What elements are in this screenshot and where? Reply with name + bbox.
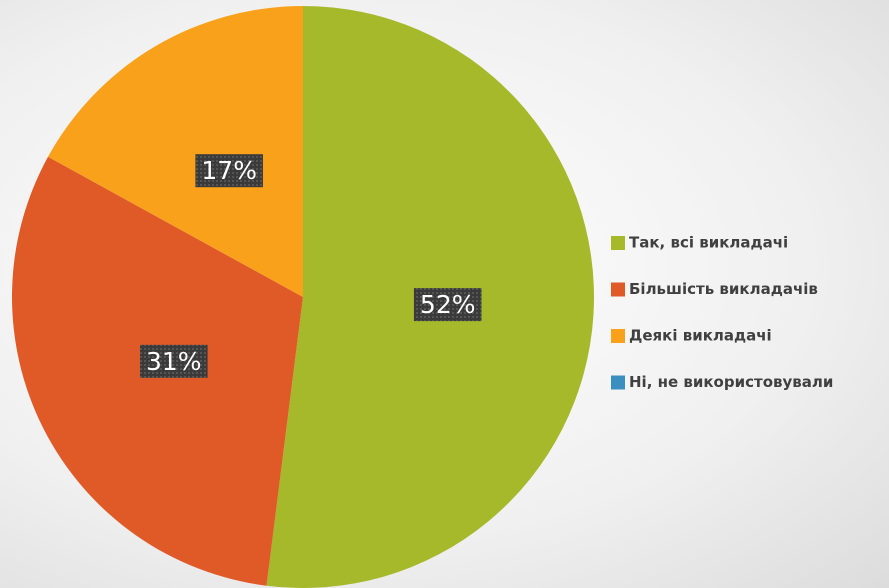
data-label: 17% — [201, 156, 257, 185]
pie-slice — [47, 6, 304, 297]
legend-label: Ні, не використовували — [629, 373, 833, 391]
legend-label: Більшість викладачів — [629, 280, 818, 298]
data-label-box — [140, 344, 208, 378]
legend-swatch — [611, 329, 625, 343]
data-label: 52% — [420, 290, 476, 319]
data-label: 31% — [146, 347, 202, 376]
legend-swatch — [611, 375, 625, 390]
data-label-box — [413, 288, 482, 322]
legend-swatch — [611, 282, 625, 297]
legend-label: Деякі викладачі — [629, 327, 772, 345]
legend-swatch — [611, 236, 625, 250]
legend-label: Так, всі викладачі — [629, 234, 788, 252]
data-label-box — [195, 154, 263, 188]
